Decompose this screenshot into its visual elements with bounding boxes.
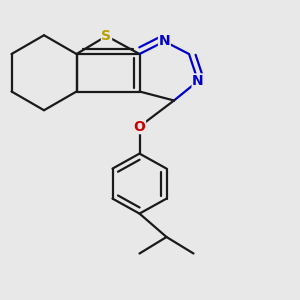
Text: N: N — [159, 34, 170, 48]
Text: O: O — [134, 120, 146, 134]
Text: N: N — [192, 74, 204, 88]
Text: S: S — [101, 29, 112, 43]
